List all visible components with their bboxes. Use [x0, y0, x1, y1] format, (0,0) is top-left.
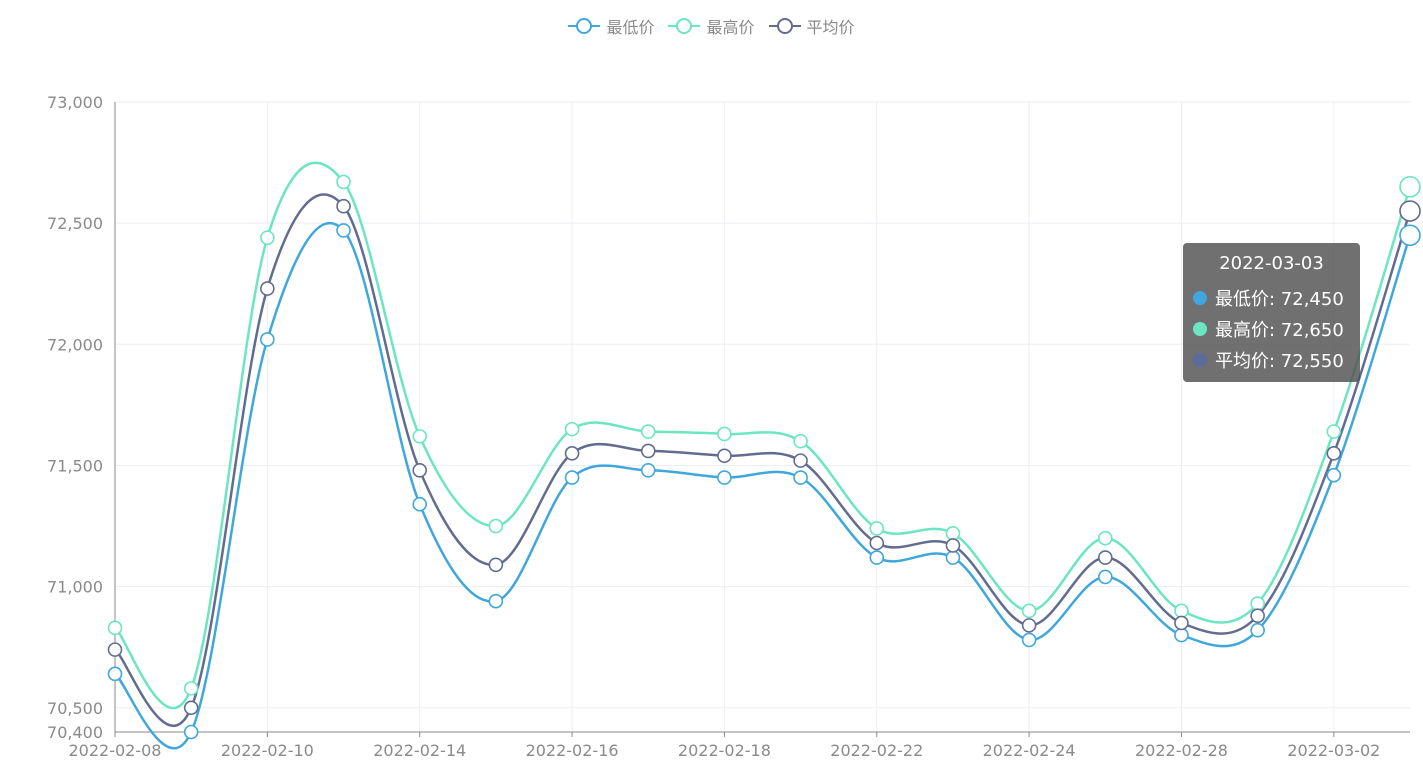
- legend-max-icon: [668, 18, 701, 34]
- data-point-max[interactable]: [183, 681, 199, 696]
- data-point-min[interactable]: [183, 724, 199, 740]
- data-point-min[interactable]: [488, 593, 504, 609]
- data-point-min[interactable]: [1399, 224, 1421, 247]
- legend-min-icon: [568, 18, 601, 34]
- tooltip-dot-max: [1193, 321, 1207, 336]
- legend-avg-label: 平均价: [806, 18, 855, 37]
- legend: 最低价 最高价 平均价: [0, 14, 1423, 38]
- data-point-avg[interactable]: [183, 700, 199, 716]
- tooltip-dot-min: [1193, 290, 1207, 305]
- data-point-avg[interactable]: [1174, 615, 1189, 631]
- y-tick-label: 70,400: [47, 723, 103, 742]
- data-point-min[interactable]: [640, 463, 656, 478]
- data-point-avg[interactable]: [260, 281, 275, 296]
- data-point-avg[interactable]: [640, 443, 656, 459]
- data-point-max[interactable]: [1399, 176, 1421, 198]
- data-point-avg[interactable]: [336, 198, 351, 214]
- data-point-min[interactable]: [945, 550, 961, 565]
- data-point-avg[interactable]: [945, 538, 961, 553]
- data-point-avg[interactable]: [488, 557, 504, 573]
- tooltip-max-text: 最高价: 72,650: [1215, 319, 1344, 341]
- x-tick-label: 2022-02-16: [526, 741, 619, 760]
- data-point-min[interactable]: [260, 332, 275, 347]
- data-point-avg[interactable]: [1021, 618, 1037, 633]
- data-point-max[interactable]: [793, 433, 808, 449]
- data-point-max[interactable]: [1250, 596, 1265, 611]
- data-point-avg[interactable]: [1326, 446, 1342, 461]
- tooltip-title: 2022-03-03: [1219, 253, 1324, 274]
- data-point-min[interactable]: [336, 223, 351, 238]
- data-point-max[interactable]: [564, 421, 580, 437]
- data-point-min[interactable]: [1021, 632, 1037, 648]
- y-tick-label: 70,500: [47, 699, 103, 718]
- y-tick-label: 73,000: [47, 93, 103, 112]
- legend-max-label: 最高价: [706, 18, 755, 37]
- data-point-max[interactable]: [1174, 603, 1189, 619]
- tooltip-row-min: 最低价: 72,450: [1193, 282, 1350, 313]
- data-point-min[interactable]: [412, 496, 428, 512]
- data-point-avg[interactable]: [1399, 200, 1421, 222]
- data-point-min[interactable]: [1097, 569, 1113, 585]
- data-point-min[interactable]: [1326, 467, 1342, 483]
- data-point-avg[interactable]: [412, 463, 428, 478]
- tooltip-row-avg: 平均价: 72,550: [1193, 344, 1350, 375]
- data-point-avg[interactable]: [1097, 550, 1113, 565]
- data-point-max[interactable]: [717, 426, 732, 442]
- data-point-max[interactable]: [640, 424, 656, 439]
- y-tick-label: 71,000: [47, 578, 103, 597]
- data-point-max[interactable]: [412, 429, 428, 444]
- x-tick-label: 2022-02-10: [221, 741, 314, 760]
- tooltip-dot-avg: [1193, 352, 1207, 367]
- legend-item-avg[interactable]: 平均价: [768, 14, 855, 38]
- data-point-avg[interactable]: [1250, 608, 1265, 623]
- data-point-min[interactable]: [1174, 627, 1189, 643]
- data-point-max[interactable]: [945, 526, 961, 541]
- data-point-avg[interactable]: [793, 453, 808, 468]
- data-point-max[interactable]: [107, 620, 123, 636]
- x-tick-label: 2022-02-28: [1135, 741, 1228, 760]
- x-tick-label: 2022-02-14: [373, 741, 466, 760]
- data-point-min[interactable]: [1250, 622, 1265, 638]
- tooltip-row-max: 最高价: 72,650: [1193, 313, 1350, 344]
- legend-item-min[interactable]: 最低价: [568, 14, 654, 38]
- data-point-max[interactable]: [1021, 603, 1037, 619]
- y-tick-label: 72,000: [47, 335, 103, 354]
- data-point-min[interactable]: [107, 666, 123, 682]
- data-point-avg[interactable]: [107, 642, 123, 657]
- x-tick-label: 2022-02-24: [983, 741, 1076, 760]
- data-point-max[interactable]: [260, 230, 275, 245]
- tooltip-min-text: 最低价: 72,450: [1215, 288, 1344, 310]
- data-point-avg[interactable]: [869, 535, 885, 551]
- data-point-min[interactable]: [564, 470, 580, 485]
- data-point-max[interactable]: [1097, 530, 1113, 546]
- x-tick-label: 2022-02-08: [69, 741, 162, 760]
- data-point-avg[interactable]: [717, 448, 732, 464]
- legend-item-max[interactable]: 最高价: [668, 14, 755, 38]
- data-point-min[interactable]: [717, 470, 732, 485]
- data-point-max[interactable]: [488, 518, 504, 534]
- data-point-min[interactable]: [869, 550, 885, 565]
- legend-min-label: 最低价: [606, 18, 655, 37]
- x-tick-label: 2022-02-18: [678, 741, 771, 760]
- tooltip: 2022-03-03 最低价: 72,450 最高价: 72,650 平均价: …: [1183, 243, 1360, 382]
- data-point-max[interactable]: [336, 174, 351, 190]
- legend-avg-icon: [768, 18, 801, 34]
- data-point-min[interactable]: [793, 470, 808, 485]
- x-tick-label: 2022-02-22: [830, 741, 923, 760]
- y-tick-label: 71,500: [47, 456, 103, 475]
- data-point-max[interactable]: [869, 521, 885, 536]
- y-tick-label: 72,500: [47, 214, 103, 233]
- data-point-avg[interactable]: [564, 446, 580, 461]
- tooltip-avg-text: 平均价: 72,550: [1215, 350, 1344, 372]
- x-tick-label: 2022-03-02: [1287, 741, 1380, 760]
- data-point-max[interactable]: [1326, 424, 1342, 439]
